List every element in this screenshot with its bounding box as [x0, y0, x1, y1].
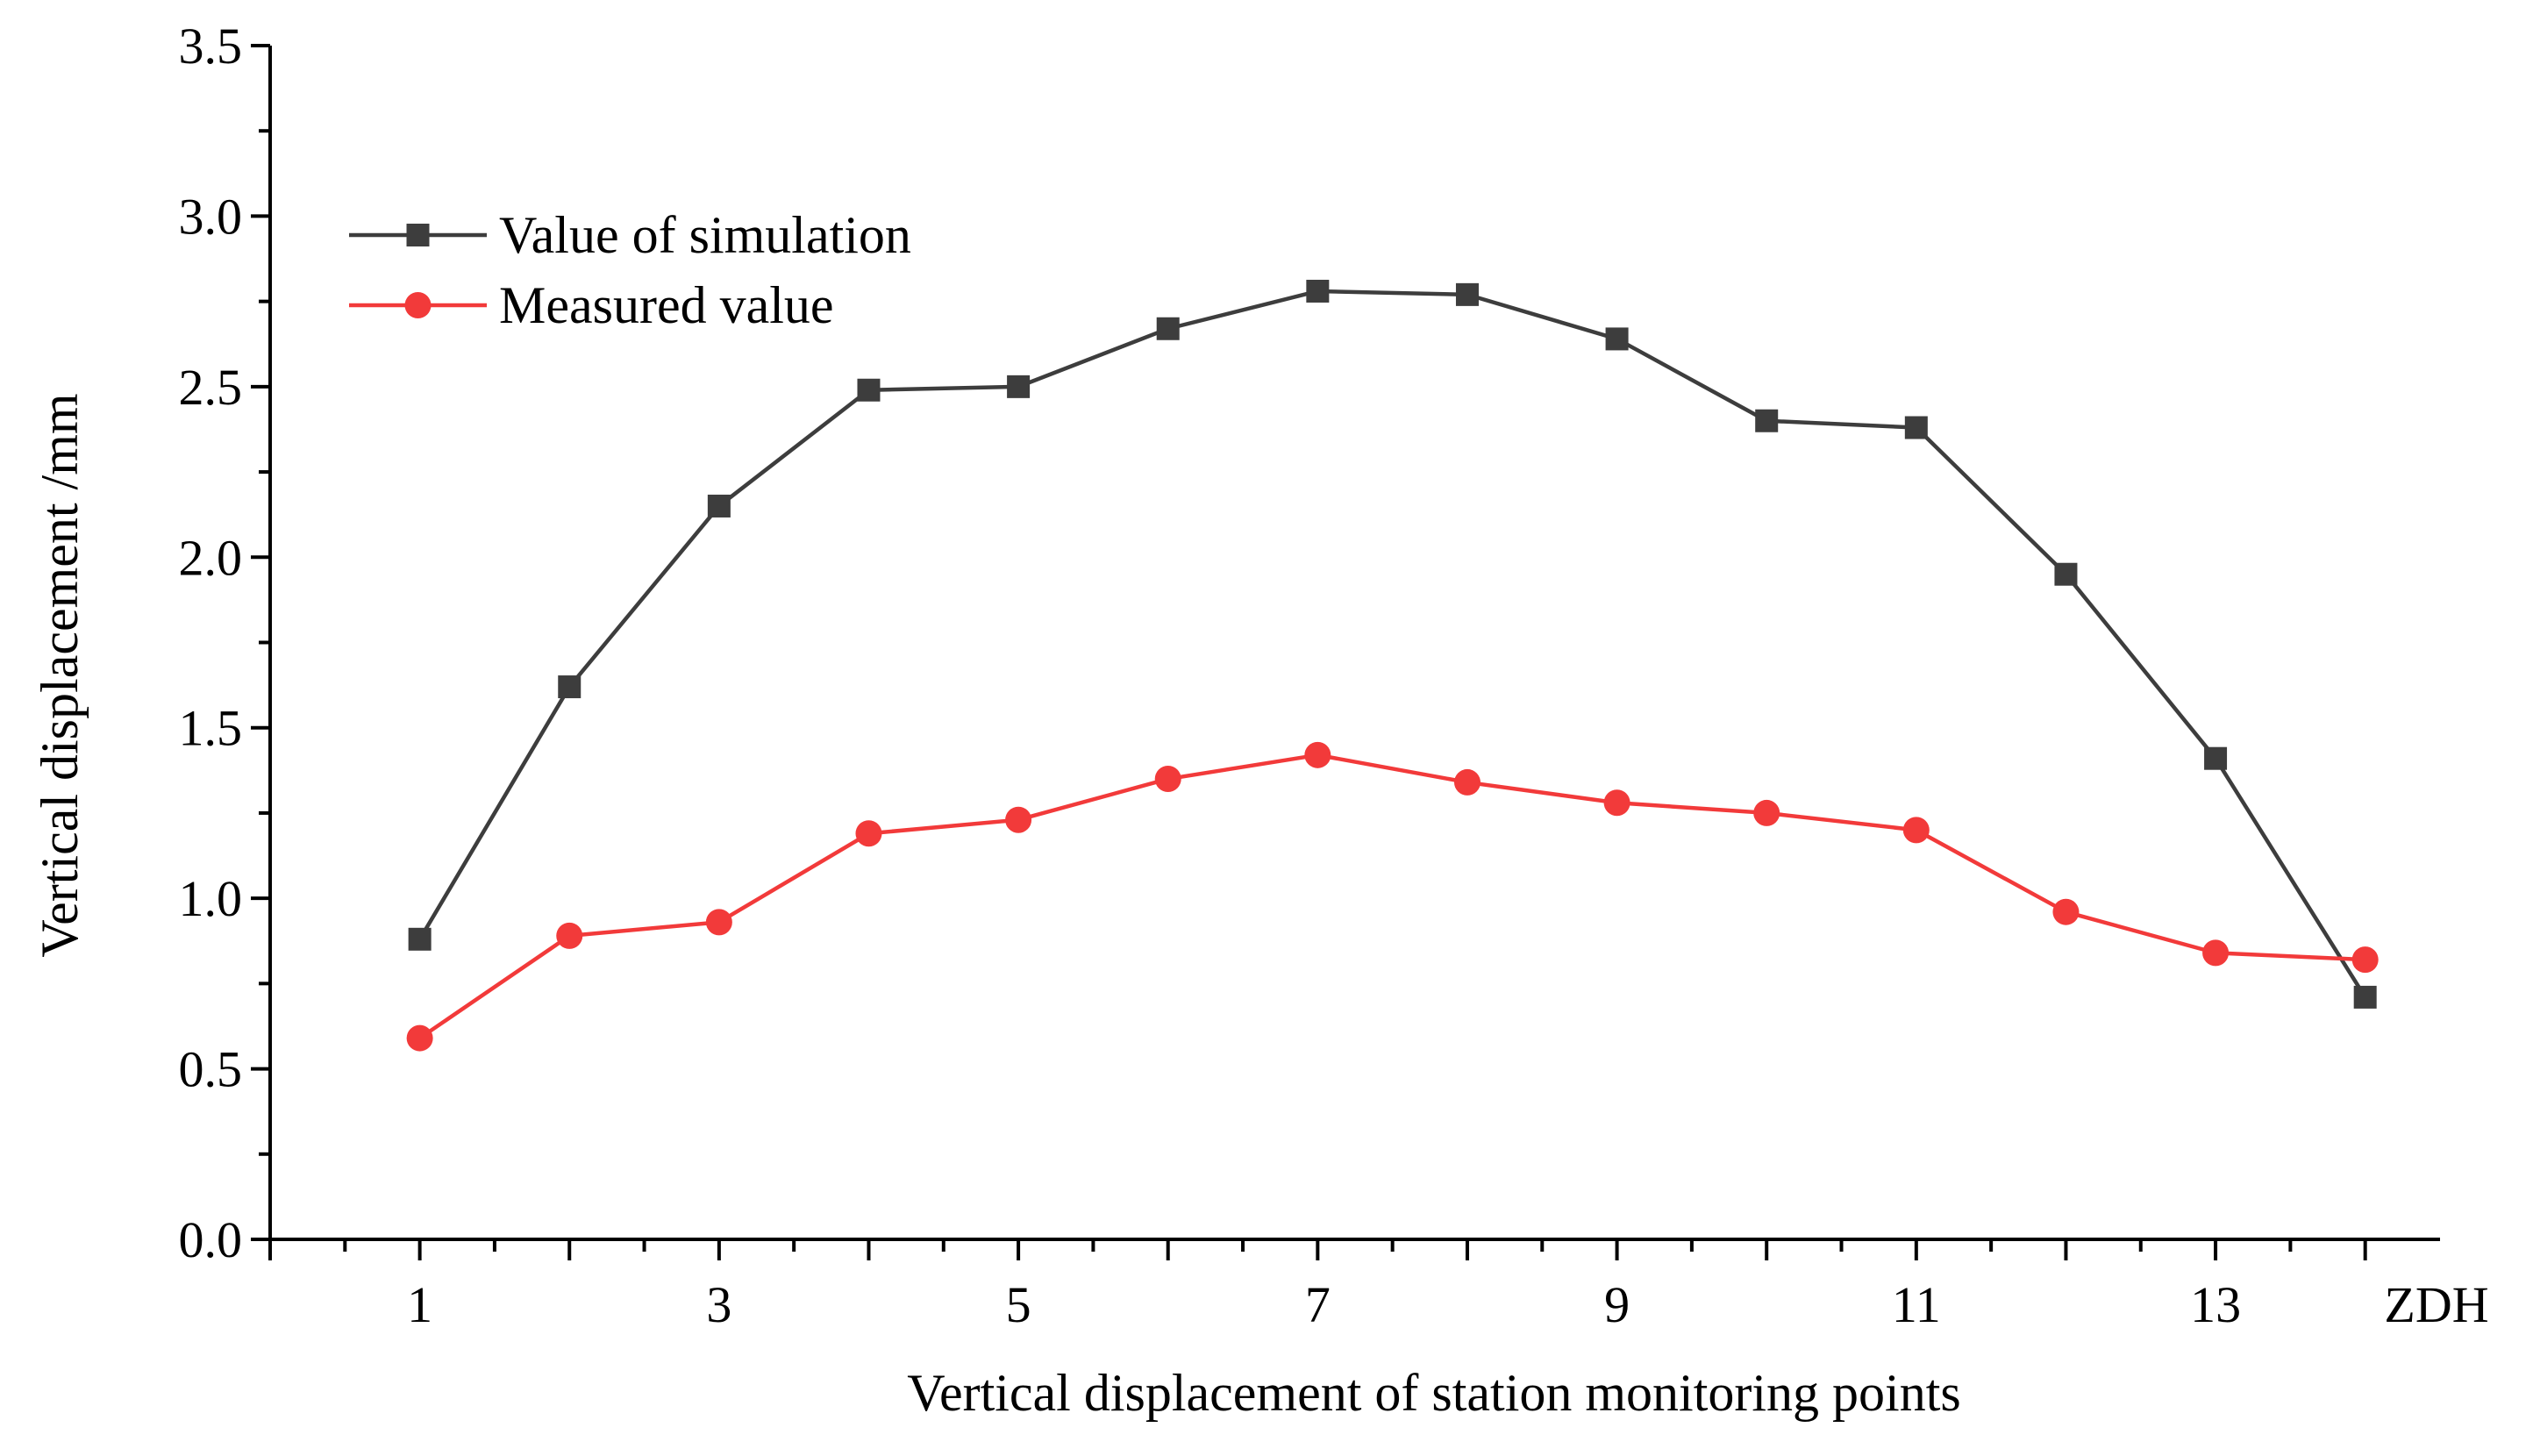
data-point-square	[1007, 375, 1031, 398]
data-point-circle	[406, 1024, 433, 1052]
legend-label: Value of simulation	[499, 206, 911, 264]
x-tick-label: 7	[1305, 1276, 1331, 1333]
data-point-square	[408, 927, 432, 951]
legend: Value of simulation Measured value	[349, 206, 911, 334]
data-point-square	[1156, 317, 1180, 340]
data-point-square	[2204, 746, 2228, 770]
data-point-circle	[705, 909, 732, 936]
data-point-circle	[2351, 946, 2379, 974]
y-tick-label: 3.0	[179, 188, 243, 245]
legend-marker-square	[406, 224, 430, 246]
data-point-circle	[2052, 898, 2080, 925]
y-tick-label: 1.5	[179, 700, 243, 757]
x-tick-label: 5	[1006, 1276, 1031, 1333]
data-point-square	[857, 378, 881, 402]
x-tick-label: 3	[706, 1276, 731, 1333]
legend-label: Measured value	[499, 276, 834, 334]
data-point-circle	[1753, 799, 1780, 826]
data-point-square	[558, 675, 582, 699]
x-tick-label: 1	[407, 1276, 432, 1333]
y-tick-label: 0.5	[179, 1041, 243, 1098]
y-axis-ticks: 0.0 0.5 1.0 1.5 2.0 2.5 3.0 3.5	[179, 18, 270, 1268]
series-1	[408, 279, 2377, 1009]
data-point-circle	[1304, 741, 1331, 768]
data-point-circle	[2202, 939, 2230, 967]
x-axis-ticks: 1 3 5 7 9 11 13	[268, 1239, 2367, 1333]
data-point-square	[1755, 409, 1779, 432]
data-point-circle	[855, 820, 882, 847]
y-tick-label: 3.5	[179, 18, 243, 75]
data-point-circle	[1603, 789, 1630, 817]
y-axis-title: Vertical displacement /mm	[31, 393, 89, 957]
series-line	[417, 289, 2367, 999]
data-point-square	[1306, 279, 1330, 303]
y-tick-label: 1.0	[179, 870, 243, 927]
data-point-circle	[1005, 806, 1032, 833]
series-line	[418, 753, 2365, 1040]
x-tick-label: 13	[2190, 1276, 2241, 1333]
x-tick-label: 11	[1892, 1276, 1941, 1333]
series-2	[406, 741, 2379, 1052]
data-point-square	[2054, 562, 2078, 586]
data-point-circle	[1154, 766, 1181, 793]
x-axis-end-label: ZDH	[2384, 1276, 2488, 1333]
legend-marker-circle	[404, 292, 432, 318]
data-point-square	[1605, 327, 1629, 351]
data-point-square	[1904, 416, 1928, 439]
y-tick-label: 2.0	[179, 529, 243, 586]
data-point-circle	[1902, 817, 1930, 844]
legend-item: Value of simulation	[349, 206, 911, 264]
x-axis-title: Vertical displacement of station monitor…	[907, 1364, 1960, 1422]
x-tick-label: 9	[1604, 1276, 1630, 1333]
data-point-square	[1455, 282, 1479, 306]
y-tick-label: 0.0	[179, 1211, 243, 1268]
data-point-circle	[1453, 768, 1481, 796]
data-point-square	[2353, 985, 2377, 1009]
y-tick-label: 2.5	[179, 359, 243, 416]
legend-item: Measured value	[349, 276, 834, 334]
data-point-square	[707, 494, 731, 517]
data-point-circle	[556, 922, 583, 949]
series-layer	[406, 279, 2379, 1052]
